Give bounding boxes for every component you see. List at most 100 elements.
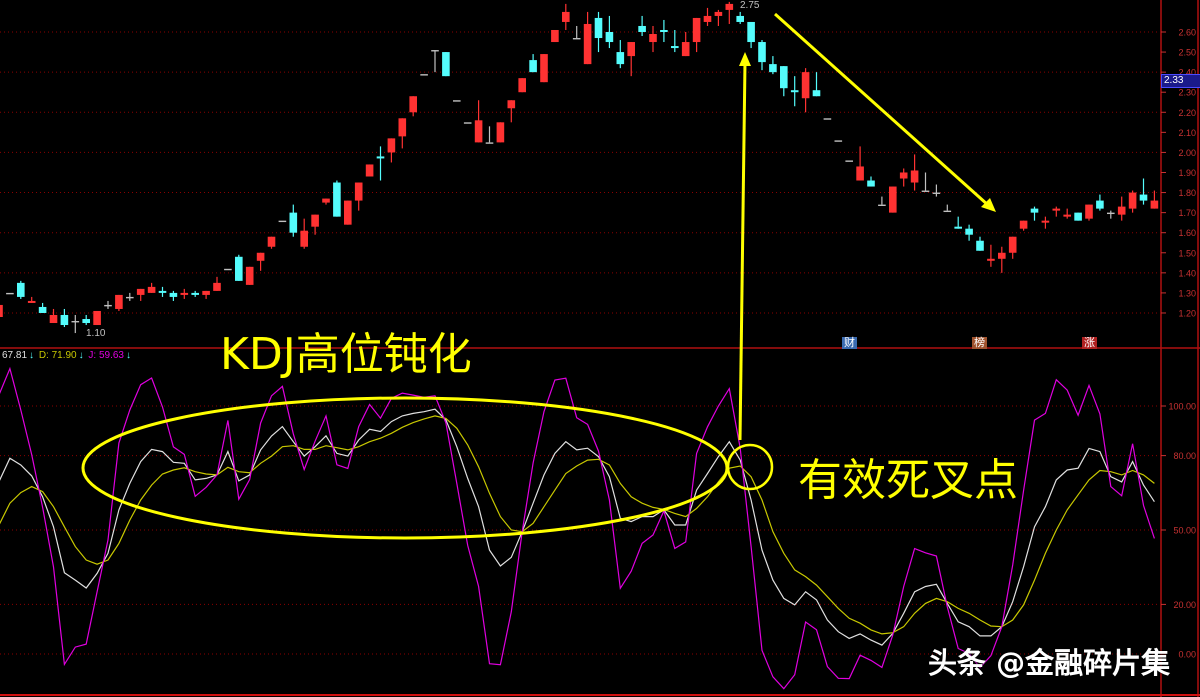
candle-body bbox=[442, 52, 450, 77]
candle bbox=[976, 236, 984, 251]
candle-body bbox=[638, 25, 646, 32]
candle-body bbox=[147, 286, 156, 293]
candle bbox=[605, 15, 614, 49]
candle bbox=[1096, 194, 1104, 211]
candle-body bbox=[976, 240, 984, 251]
candle bbox=[1128, 190, 1137, 213]
candle-body bbox=[671, 46, 679, 49]
candle-body bbox=[1063, 214, 1071, 217]
up-arrow-line bbox=[738, 61, 747, 441]
candle bbox=[758, 40, 766, 71]
candle bbox=[126, 292, 134, 301]
candle-body bbox=[736, 15, 744, 22]
candle bbox=[180, 288, 189, 299]
event-marker-list[interactable]: 榜 bbox=[972, 337, 987, 349]
dead-cross-circle bbox=[726, 443, 774, 491]
candle-body bbox=[463, 122, 472, 124]
candle bbox=[485, 126, 494, 144]
candle bbox=[387, 138, 396, 163]
candle-body bbox=[365, 164, 374, 177]
candle bbox=[256, 252, 265, 271]
candle-body bbox=[344, 200, 352, 225]
candle-body bbox=[823, 118, 832, 120]
candle-body bbox=[1096, 200, 1104, 209]
kdj-line-j bbox=[0, 366, 1155, 690]
candle-body bbox=[27, 300, 36, 303]
high-price-label: 2.75 bbox=[740, 0, 760, 11]
candle-body bbox=[1117, 206, 1126, 215]
candle bbox=[420, 74, 428, 76]
candle bbox=[780, 66, 788, 97]
candle bbox=[442, 52, 450, 77]
candle bbox=[322, 198, 330, 205]
candle bbox=[845, 160, 853, 162]
candle bbox=[224, 268, 232, 271]
candle bbox=[1074, 212, 1082, 221]
candle bbox=[6, 292, 14, 295]
candle bbox=[692, 17, 701, 53]
candle bbox=[60, 308, 69, 328]
candle bbox=[104, 300, 112, 309]
candle bbox=[998, 246, 1006, 273]
candle bbox=[801, 68, 810, 113]
candle-body bbox=[71, 321, 80, 323]
candle-body bbox=[780, 66, 788, 89]
candle bbox=[1019, 220, 1028, 231]
candle bbox=[1008, 236, 1017, 259]
candle bbox=[300, 218, 308, 249]
candle bbox=[202, 290, 210, 299]
candle-body bbox=[954, 226, 962, 229]
candle bbox=[93, 310, 101, 326]
candle bbox=[965, 224, 973, 241]
candle bbox=[115, 294, 123, 311]
candle bbox=[616, 40, 625, 69]
candle bbox=[289, 204, 298, 237]
kdj-header: 67.81 ↓ D: 71.90 ↓ J: 59.63 ↓ bbox=[2, 350, 133, 361]
candle-body bbox=[540, 54, 548, 83]
event-marker-rise[interactable]: 涨 bbox=[1082, 337, 1097, 349]
kdj-tick-label: 0.00 bbox=[1178, 650, 1196, 660]
candle bbox=[834, 140, 843, 142]
candle bbox=[38, 302, 47, 313]
candle-body bbox=[932, 192, 941, 194]
price-tick-label: 1.80 bbox=[1178, 188, 1196, 198]
candle bbox=[790, 76, 799, 107]
candle-body bbox=[834, 140, 843, 142]
candle-body bbox=[453, 100, 461, 102]
candle-body bbox=[703, 15, 712, 22]
candle-body bbox=[126, 296, 134, 299]
price-tick-label: 1.60 bbox=[1178, 228, 1196, 238]
candle-body bbox=[136, 288, 145, 295]
kdj-tick-label: 50.00 bbox=[1173, 526, 1196, 536]
candle-body bbox=[235, 256, 243, 281]
candle bbox=[158, 286, 167, 297]
price-tick-label: 2.10 bbox=[1178, 128, 1196, 138]
candle bbox=[769, 56, 777, 75]
candle-body bbox=[300, 230, 308, 247]
candle bbox=[562, 3, 570, 30]
candle bbox=[671, 29, 679, 53]
candle bbox=[540, 54, 548, 83]
candle bbox=[245, 266, 254, 285]
candle-body bbox=[1019, 220, 1028, 229]
candle-body bbox=[354, 182, 363, 201]
candle-body bbox=[867, 180, 875, 187]
candle bbox=[169, 290, 178, 301]
price-tick-label: 1.50 bbox=[1178, 248, 1196, 258]
candle-body bbox=[910, 170, 919, 183]
candle bbox=[1117, 196, 1126, 221]
candle bbox=[649, 25, 657, 53]
candle-body bbox=[104, 304, 112, 307]
candle bbox=[1030, 206, 1039, 221]
candle-body bbox=[1085, 204, 1093, 219]
event-marker-finance[interactable]: 财 bbox=[842, 337, 857, 349]
candle bbox=[213, 276, 221, 291]
candle bbox=[954, 216, 962, 229]
candle-body bbox=[518, 78, 526, 93]
price-tick-label: 2.00 bbox=[1178, 148, 1196, 158]
candle-body bbox=[224, 268, 232, 271]
candle bbox=[910, 154, 919, 191]
candle bbox=[943, 204, 952, 213]
candle-body bbox=[605, 32, 614, 43]
